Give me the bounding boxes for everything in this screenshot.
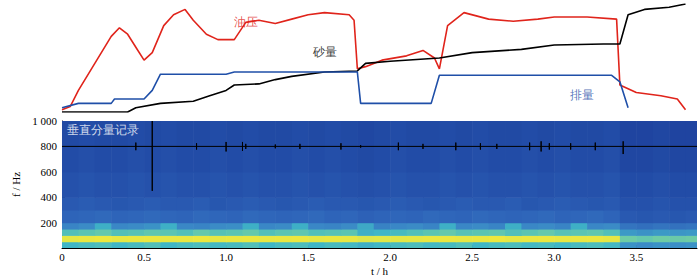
- svg-text:排量: 排量: [570, 88, 594, 102]
- svg-text:1.0: 1.0: [219, 251, 233, 263]
- svg-text:2.5: 2.5: [465, 251, 479, 263]
- svg-text:800: 800: [41, 140, 58, 152]
- svg-text:砂量: 砂量: [312, 45, 337, 59]
- svg-text:2.0: 2.0: [383, 251, 397, 263]
- svg-text:3.0: 3.0: [547, 251, 561, 263]
- svg-text:垂直分量记录: 垂直分量记录: [67, 123, 139, 137]
- svg-text:1.5: 1.5: [301, 251, 315, 263]
- svg-text:t / h: t / h: [371, 265, 389, 277]
- svg-text:200: 200: [41, 217, 58, 229]
- svg-text:600: 600: [41, 166, 58, 178]
- svg-text:油压: 油压: [234, 15, 258, 29]
- svg-text:0: 0: [59, 251, 65, 263]
- svg-text:0.5: 0.5: [137, 251, 151, 263]
- svg-text:400: 400: [41, 191, 58, 203]
- svg-text:f / Hz: f / Hz: [10, 172, 22, 197]
- svg-text:1 000: 1 000: [32, 115, 57, 127]
- svg-text:3.5: 3.5: [629, 251, 643, 263]
